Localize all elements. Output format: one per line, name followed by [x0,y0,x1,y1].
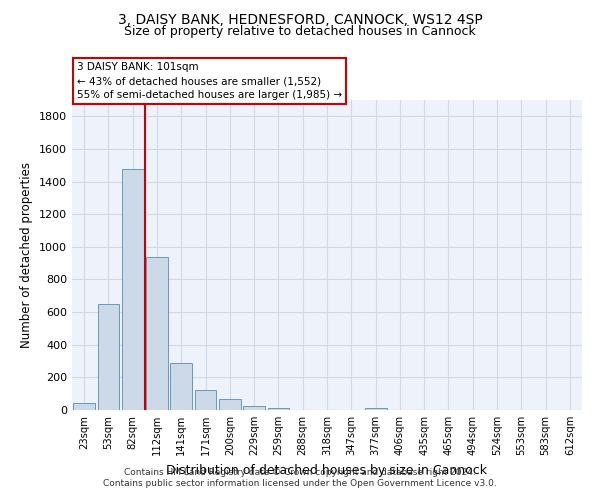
Bar [365,408,386,410]
Bar [146,258,168,410]
Bar [268,408,289,410]
Bar [170,362,192,410]
Text: 3 DAISY BANK: 101sqm
← 43% of detached houses are smaller (1,552)
55% of semi-de: 3 DAISY BANK: 101sqm ← 43% of detached h… [77,62,342,100]
X-axis label: Distribution of detached houses by size in Cannock: Distribution of detached houses by size … [167,464,487,476]
Text: Contains HM Land Registry data © Crown copyright and database right 2024.
Contai: Contains HM Land Registry data © Crown c… [103,468,497,487]
Y-axis label: Number of detached properties: Number of detached properties [20,162,34,348]
Bar [194,390,217,410]
Bar [243,406,265,410]
Bar [73,404,95,410]
Text: 3, DAISY BANK, HEDNESFORD, CANNOCK, WS12 4SP: 3, DAISY BANK, HEDNESFORD, CANNOCK, WS12… [118,12,482,26]
Text: Size of property relative to detached houses in Cannock: Size of property relative to detached ho… [124,25,476,38]
Bar [219,400,241,410]
Bar [122,170,143,410]
Bar [97,304,119,410]
